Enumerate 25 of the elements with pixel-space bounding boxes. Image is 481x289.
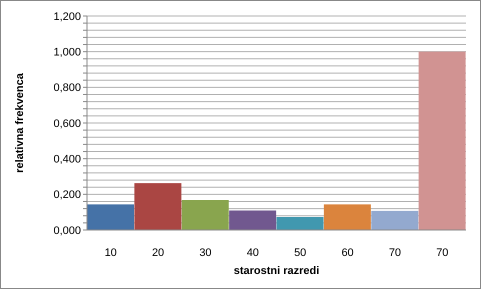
x-tick-label: 60 — [341, 246, 354, 259]
bar — [229, 210, 276, 230]
y-tick-label: 0,600 — [53, 118, 81, 130]
bar — [134, 183, 182, 230]
x-tick-label: 40 — [246, 246, 259, 259]
y-tick-label: 0,400 — [53, 154, 81, 166]
bar — [324, 204, 371, 230]
x-tick-label: 10 — [104, 246, 117, 259]
x-tick-label: 70 — [388, 246, 402, 259]
x-tick-label: 70 — [436, 246, 448, 259]
x-tick-label: 20 — [152, 246, 164, 259]
x-axis-title: starostni razredi — [234, 265, 320, 277]
x-tick-label: 50 — [294, 246, 306, 259]
bar — [87, 204, 134, 230]
bar — [276, 216, 324, 230]
y-tick-label: 0,800 — [53, 82, 81, 94]
bar — [418, 52, 466, 230]
bar — [371, 210, 418, 230]
y-tick-label: 0,200 — [53, 189, 81, 202]
y-axis-title: relativna frekvenca — [14, 72, 26, 173]
bar — [182, 200, 229, 230]
x-tick-label: 30 — [199, 246, 212, 259]
y-tick-label: 1,000 — [53, 46, 81, 59]
y-tick-label: 1,200 — [53, 10, 81, 23]
y-tick-label: 0,000 — [53, 224, 81, 237]
